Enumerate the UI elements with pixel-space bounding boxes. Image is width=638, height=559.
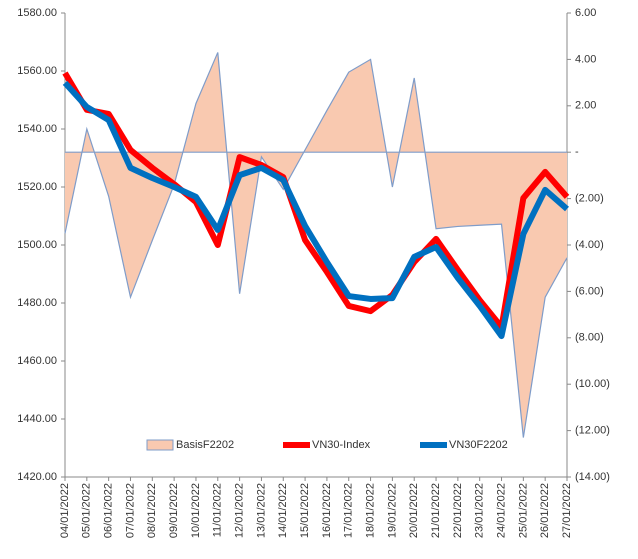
- y2-tick-label: (8.00): [575, 332, 604, 344]
- area-edge: [64, 52, 568, 438]
- y-tick-label: 1440.00: [17, 413, 57, 425]
- x-tick-label: 10/01/2022: [190, 483, 202, 538]
- legend-swatch: [146, 439, 174, 451]
- x-tick-label: 05/01/2022: [81, 483, 93, 538]
- y-tick-label: 1420.00: [17, 471, 57, 483]
- legend-label: BasisF2202: [176, 439, 234, 451]
- x-tick-label: 19/01/2022: [386, 483, 398, 538]
- y-tick-label: 1480.00: [17, 297, 57, 309]
- x-tick-label: 08/01/2022: [146, 483, 158, 538]
- x-tick-label: 12/01/2022: [234, 483, 246, 538]
- y2-tick-label: 4.00: [575, 53, 596, 65]
- legend-label: VN30-Index: [312, 439, 371, 451]
- x-tick-label: 09/01/2022: [168, 483, 180, 538]
- y2-tick-label: (6.00): [575, 285, 604, 297]
- y2-tick-label: (4.00): [575, 239, 604, 251]
- y2-tick-label: -: [575, 146, 579, 158]
- y2-tick-label: (12.00): [575, 425, 610, 437]
- x-tick-label: 16/01/2022: [321, 483, 333, 538]
- x-tick-label: 17/01/2022: [343, 483, 355, 538]
- y2-tick-label: 6.00: [575, 7, 596, 19]
- x-tick-label: 22/01/2022: [452, 483, 464, 538]
- x-tick-label: 13/01/2022: [255, 483, 267, 538]
- x-tick-label: 04/01/2022: [59, 483, 71, 538]
- y2-tick-label: (14.00): [575, 471, 610, 483]
- y-tick-label: 1580.00: [17, 7, 57, 19]
- area-fill: [65, 52, 567, 438]
- x-tick-label: 21/01/2022: [430, 483, 442, 538]
- x-tick-label: 11/01/2022: [212, 483, 224, 537]
- legend-label: VN30F2202: [449, 439, 508, 451]
- y2-tick-label: (2.00): [575, 193, 604, 205]
- x-tick-label: 07/01/2022: [124, 483, 136, 538]
- y-tick-label: 1460.00: [17, 355, 57, 367]
- x-tick-label: 27/01/2022: [561, 483, 573, 538]
- line: [62, 80, 569, 340]
- y-tick-label: 1520.00: [17, 181, 57, 193]
- y-tick-label: 1560.00: [17, 65, 57, 77]
- x-tick-label: 23/01/2022: [474, 483, 486, 538]
- x-tick-label: 24/01/2022: [495, 483, 507, 538]
- y2-tick-label: 2.00: [575, 100, 596, 112]
- x-tick-label: 20/01/2022: [408, 483, 420, 538]
- x-tick-label: 15/01/2022: [299, 483, 311, 538]
- x-tick-label: 18/01/2022: [364, 483, 376, 538]
- x-tick-label: 14/01/2022: [277, 483, 289, 538]
- y-tick-label: 1540.00: [17, 123, 57, 135]
- x-tick-label: 26/01/2022: [539, 483, 551, 538]
- y2-tick-label: (10.00): [575, 378, 610, 390]
- x-tick-label: 06/01/2022: [103, 483, 115, 538]
- x-tick-label: 25/01/2022: [517, 483, 529, 538]
- y-tick-label: 1500.00: [17, 239, 57, 251]
- line: [62, 71, 570, 331]
